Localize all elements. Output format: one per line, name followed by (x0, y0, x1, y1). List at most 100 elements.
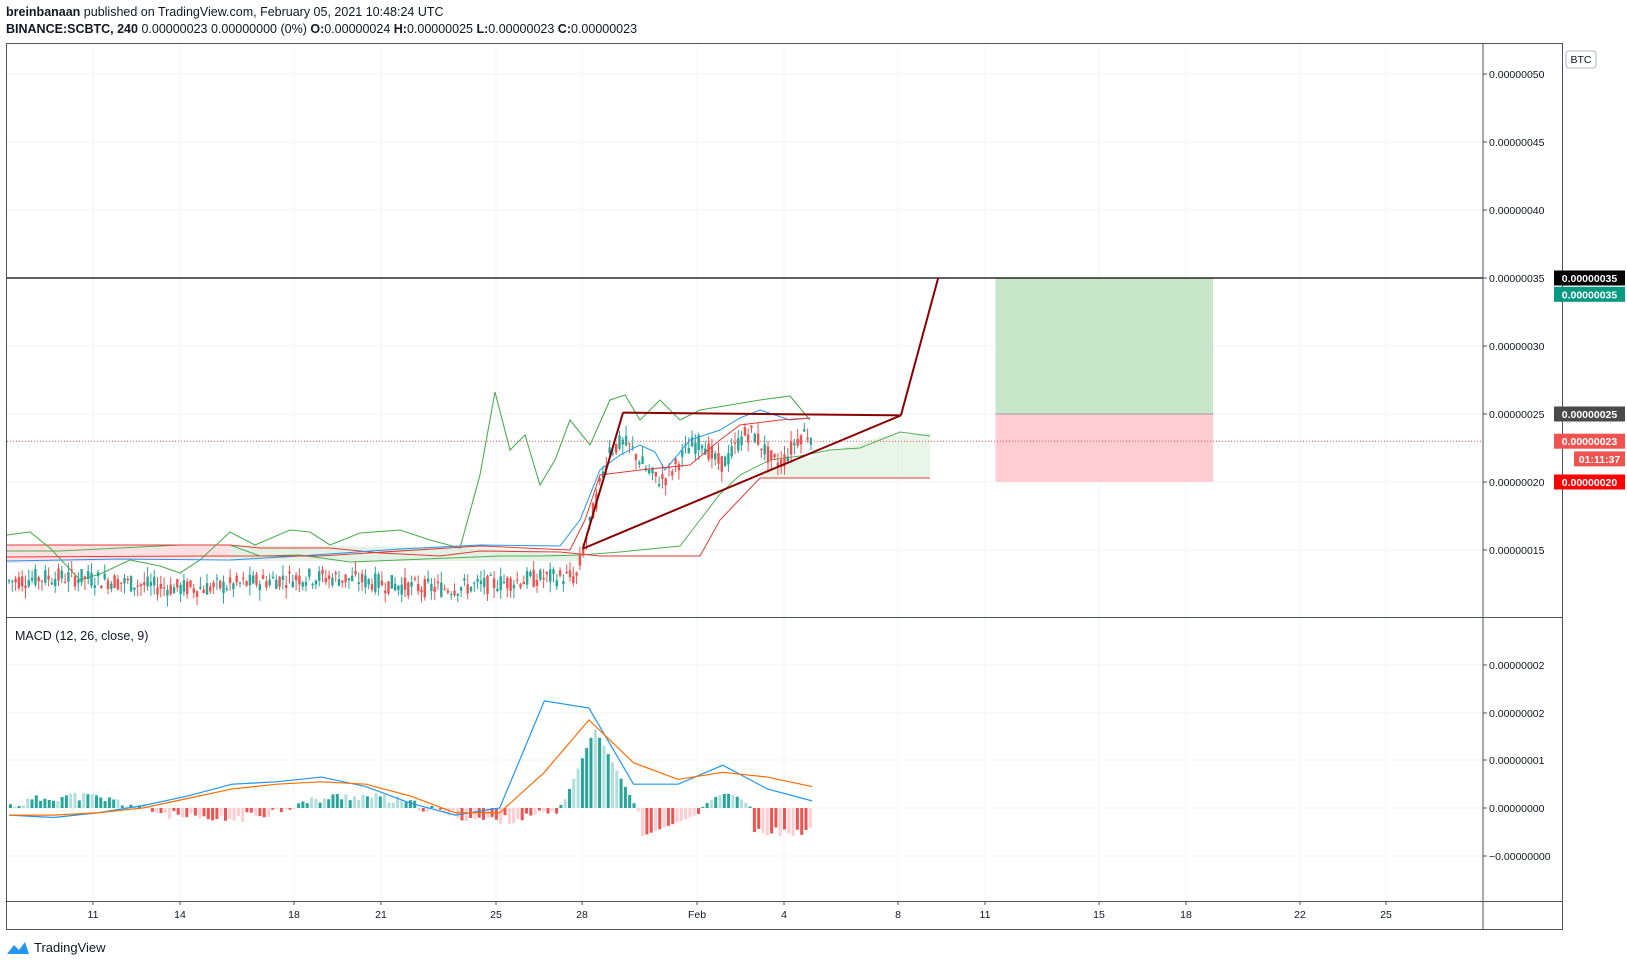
candle-body (235, 575, 238, 583)
macd-histogram-bar (727, 793, 731, 808)
macd-pane[interactable] (8, 700, 813, 837)
macd-y-tick-label: −0.00000000 (1489, 851, 1551, 863)
candle-body (674, 458, 677, 464)
macd-histogram-bar (361, 794, 365, 808)
macd-histogram-bar (752, 808, 756, 833)
macd-histogram-bar (568, 788, 571, 808)
x-tick-label: 28 (576, 909, 588, 921)
candle-body (285, 584, 288, 588)
macd-histogram-bar (189, 808, 193, 814)
candle-body (433, 586, 436, 592)
candle-body (215, 578, 219, 580)
lagging-span (7, 391, 811, 581)
candle-body (737, 438, 740, 451)
candle-body (783, 454, 786, 467)
macd-histogram-bar (21, 805, 25, 808)
candle-body (430, 584, 433, 591)
candle-body (714, 453, 717, 460)
candle-body (367, 579, 370, 585)
candle-body (529, 572, 532, 577)
kijun-line (7, 417, 811, 558)
macd-histogram-bar (383, 794, 387, 808)
macd-histogram-bar (245, 808, 249, 813)
price-change: 0.00000023 0.00000000 (0%) (137, 22, 311, 36)
candle-body (258, 584, 261, 591)
macd-histogram-bar (439, 808, 442, 810)
candle-body (172, 587, 176, 594)
macd-histogram-bar (421, 808, 425, 812)
price-tag-label: 01:11:37 (1579, 454, 1621, 466)
candle-body (575, 572, 578, 576)
candle-body (192, 588, 195, 593)
candle-body (301, 582, 304, 587)
macd-y-tick-label: 0.00000001 (1489, 755, 1545, 767)
macd-histogram-bar (555, 808, 559, 814)
macd-histogram-bar (593, 729, 597, 808)
candle-body (496, 588, 499, 592)
macd-histogram-bar (340, 799, 344, 808)
y-tick-label: 0.00000025 (1489, 409, 1545, 421)
candle-body (199, 586, 202, 589)
high-label: H: (393, 22, 407, 36)
candle-body (499, 576, 502, 591)
macd-histogram-bar (615, 770, 619, 808)
candle-body (615, 443, 618, 453)
macd-histogram-bar (142, 804, 146, 808)
candle-body (469, 586, 473, 592)
candle-body (169, 584, 172, 595)
candle-body (400, 584, 403, 595)
candle-body (651, 467, 654, 474)
candle-body (572, 576, 575, 584)
price-pane[interactable] (7, 277, 1483, 607)
macd-histogram-bar (800, 808, 804, 835)
macd-histogram-bar (451, 808, 455, 811)
candle-body (588, 516, 591, 521)
price-tag-label: 0.00000025 (1562, 409, 1618, 421)
macd-histogram-bar (598, 737, 602, 808)
candle-body (799, 435, 803, 445)
macd-histogram-bar (125, 806, 129, 808)
macd-histogram-bar (576, 768, 580, 808)
candle-body (562, 581, 565, 585)
candle-body (446, 590, 450, 593)
macd-histogram-bar (503, 808, 507, 816)
price-tag (1554, 474, 1625, 490)
candle-body (30, 577, 34, 581)
candle-body (162, 587, 166, 589)
macd-y-tick-label: 0.00000002 (1489, 708, 1545, 720)
macd-histogram-bar (69, 793, 73, 808)
candle-body (545, 572, 549, 575)
candle-body (677, 464, 681, 471)
candle-body (14, 578, 17, 583)
macd-histogram-bar (705, 803, 709, 808)
tenkan-line (7, 409, 811, 562)
macd-histogram-bar (185, 808, 189, 818)
long-position-loss-zone (995, 414, 1214, 482)
macd-histogram-bar (73, 792, 77, 808)
macd-histogram-bar (494, 808, 498, 820)
macd-histogram-bar (645, 808, 649, 835)
candle-body (459, 587, 463, 591)
candle-body (506, 577, 509, 589)
candle-body (509, 578, 512, 592)
candle-body (93, 585, 96, 588)
macd-histogram-bar (30, 799, 34, 808)
macd-histogram-bar (426, 808, 430, 812)
candle-body (473, 583, 476, 585)
candle-body (740, 436, 743, 445)
candle-body (321, 569, 324, 575)
macd-histogram-bar (641, 808, 645, 837)
candle-body (476, 578, 479, 582)
author[interactable]: breinbanaan (6, 5, 81, 19)
tradingview-footer[interactable]: TradingView (6, 940, 106, 955)
candle-body (618, 435, 621, 449)
candle-body (96, 572, 100, 577)
x-tick-label: 22 (1294, 909, 1306, 921)
low-label: L: (476, 22, 489, 36)
candle-body (351, 575, 354, 581)
price-tag (1554, 406, 1625, 422)
x-tick-label: 11 (980, 909, 991, 921)
close-label: C: (557, 22, 571, 36)
candle-body (489, 575, 492, 577)
